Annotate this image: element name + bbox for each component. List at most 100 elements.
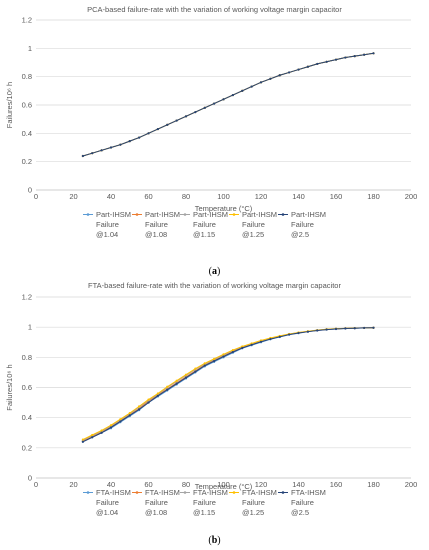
data-point-s5 — [194, 370, 197, 373]
data-point-s4 — [222, 353, 225, 356]
legend-label-3: @1.15 — [193, 508, 215, 517]
series-line-3 — [82, 52, 374, 157]
chart-b: FTA-based failure-rate with the variatio… — [5, 281, 417, 517]
legend-label-4: Part-IHSM — [242, 210, 277, 219]
data-point-s5 — [316, 329, 319, 332]
data-point-s4 — [109, 424, 113, 427]
y-tick-label: 0.6 — [22, 383, 32, 392]
data-point-s5 — [231, 350, 234, 354]
data-point-s5 — [363, 53, 366, 56]
data-point-s5 — [203, 106, 206, 109]
data-point-s5 — [166, 123, 169, 126]
series-line-3 — [82, 327, 374, 441]
x-tick-label: 120 — [255, 480, 268, 489]
data-point-s5 — [222, 355, 225, 358]
legend-marker-5 — [281, 491, 285, 494]
x-tick-label: 100 — [217, 480, 230, 489]
legend-label-5: Failure — [291, 220, 314, 229]
legend-label-5: Part-IHSM — [291, 210, 326, 219]
legend-marker-1 — [86, 213, 90, 216]
data-point-s5 — [325, 60, 328, 63]
y-tick-label: 0.8 — [22, 353, 32, 362]
chart-a: PCA-based failure-rate with the variatio… — [5, 5, 417, 239]
data-point-s5 — [194, 110, 197, 114]
data-point-s5 — [175, 119, 178, 122]
x-tick-label: 180 — [367, 480, 380, 489]
legend-label-5: @2.5 — [291, 230, 309, 239]
data-point-s4 — [156, 392, 159, 395]
data-point-s5 — [288, 71, 291, 74]
x-tick-label: 80 — [182, 192, 190, 201]
data-point-s5 — [278, 335, 281, 338]
y-tick-label: 0.4 — [22, 129, 32, 138]
data-point-s5 — [297, 68, 300, 71]
data-point-s5 — [334, 58, 338, 61]
caption-a: (a) — [209, 266, 221, 277]
data-point-s4 — [91, 433, 94, 437]
data-point-s5 — [203, 364, 206, 367]
data-point-s5 — [344, 327, 347, 330]
data-point-s5 — [334, 327, 338, 331]
legend-label-5: FTA-IHSM — [291, 488, 326, 497]
data-point-s5 — [184, 376, 188, 379]
data-point-s5 — [91, 152, 94, 155]
data-point-s4 — [138, 405, 141, 408]
data-point-s5 — [269, 337, 272, 341]
data-point-s5 — [119, 420, 122, 423]
legend-label-2: Failure — [145, 498, 168, 507]
legend-label-3: Part-IHSM — [193, 210, 228, 219]
legend-label-4: @1.25 — [242, 230, 264, 239]
data-point-s5 — [128, 414, 131, 417]
legend-marker-3 — [183, 213, 187, 216]
data-point-s5 — [344, 56, 347, 59]
y-tick-label: 1.2 — [22, 16, 32, 25]
legend-label-5: Failure — [291, 498, 314, 507]
series-line-4 — [82, 327, 374, 440]
data-point-s4 — [166, 385, 169, 388]
data-point-s5 — [278, 74, 281, 77]
data-point-s5 — [81, 440, 84, 443]
data-point-s4 — [81, 438, 84, 441]
x-tick-label: 0 — [34, 192, 38, 201]
legend-label-2: Failure — [145, 220, 168, 229]
x-tick-label: 100 — [217, 192, 230, 201]
x-tick-label: 200 — [405, 192, 418, 201]
y-tick-label: 0.2 — [22, 157, 32, 166]
legend-marker-1 — [86, 491, 90, 494]
legend-label-3: FTA-IHSM — [193, 488, 228, 497]
legend-label-4: Failure — [242, 220, 265, 229]
data-point-s4 — [147, 398, 150, 401]
x-tick-label: 40 — [107, 480, 115, 489]
x-tick-label: 120 — [255, 192, 268, 201]
y-tick-label: 1 — [28, 44, 32, 53]
x-tick-label: 0 — [34, 480, 38, 489]
x-tick-label: 140 — [292, 192, 305, 201]
data-point-s5 — [259, 340, 263, 343]
data-point-s5 — [325, 328, 328, 331]
data-point-s5 — [250, 85, 253, 88]
data-point-s4 — [213, 357, 216, 360]
data-point-s5 — [100, 149, 103, 152]
x-tick-label: 20 — [69, 480, 77, 489]
series-line-5 — [82, 52, 374, 157]
legend-label-2: FTA-IHSM — [145, 488, 180, 497]
legend-marker-2 — [135, 213, 139, 216]
legend-label-1: Failure — [96, 498, 119, 507]
data-point-s5 — [81, 154, 84, 158]
data-point-s4 — [184, 373, 188, 376]
legend-label-1: Failure — [96, 220, 119, 229]
y-tick-label: 0.4 — [22, 413, 32, 422]
caption-b: (b) — [208, 535, 220, 546]
data-point-s5 — [269, 77, 272, 80]
data-point-s5 — [372, 326, 375, 329]
data-point-s5 — [109, 426, 113, 429]
data-point-s5 — [156, 127, 159, 131]
data-point-s5 — [147, 401, 150, 404]
data-point-s5 — [138, 408, 141, 411]
legend-marker-2 — [135, 491, 139, 494]
data-point-s5 — [372, 52, 375, 55]
data-point-s4 — [175, 379, 178, 382]
legend-label-1: Part-IHSM — [96, 210, 131, 219]
legend-label-5: @2.5 — [291, 508, 309, 517]
legend-label-1: FTA-IHSM — [96, 488, 131, 497]
